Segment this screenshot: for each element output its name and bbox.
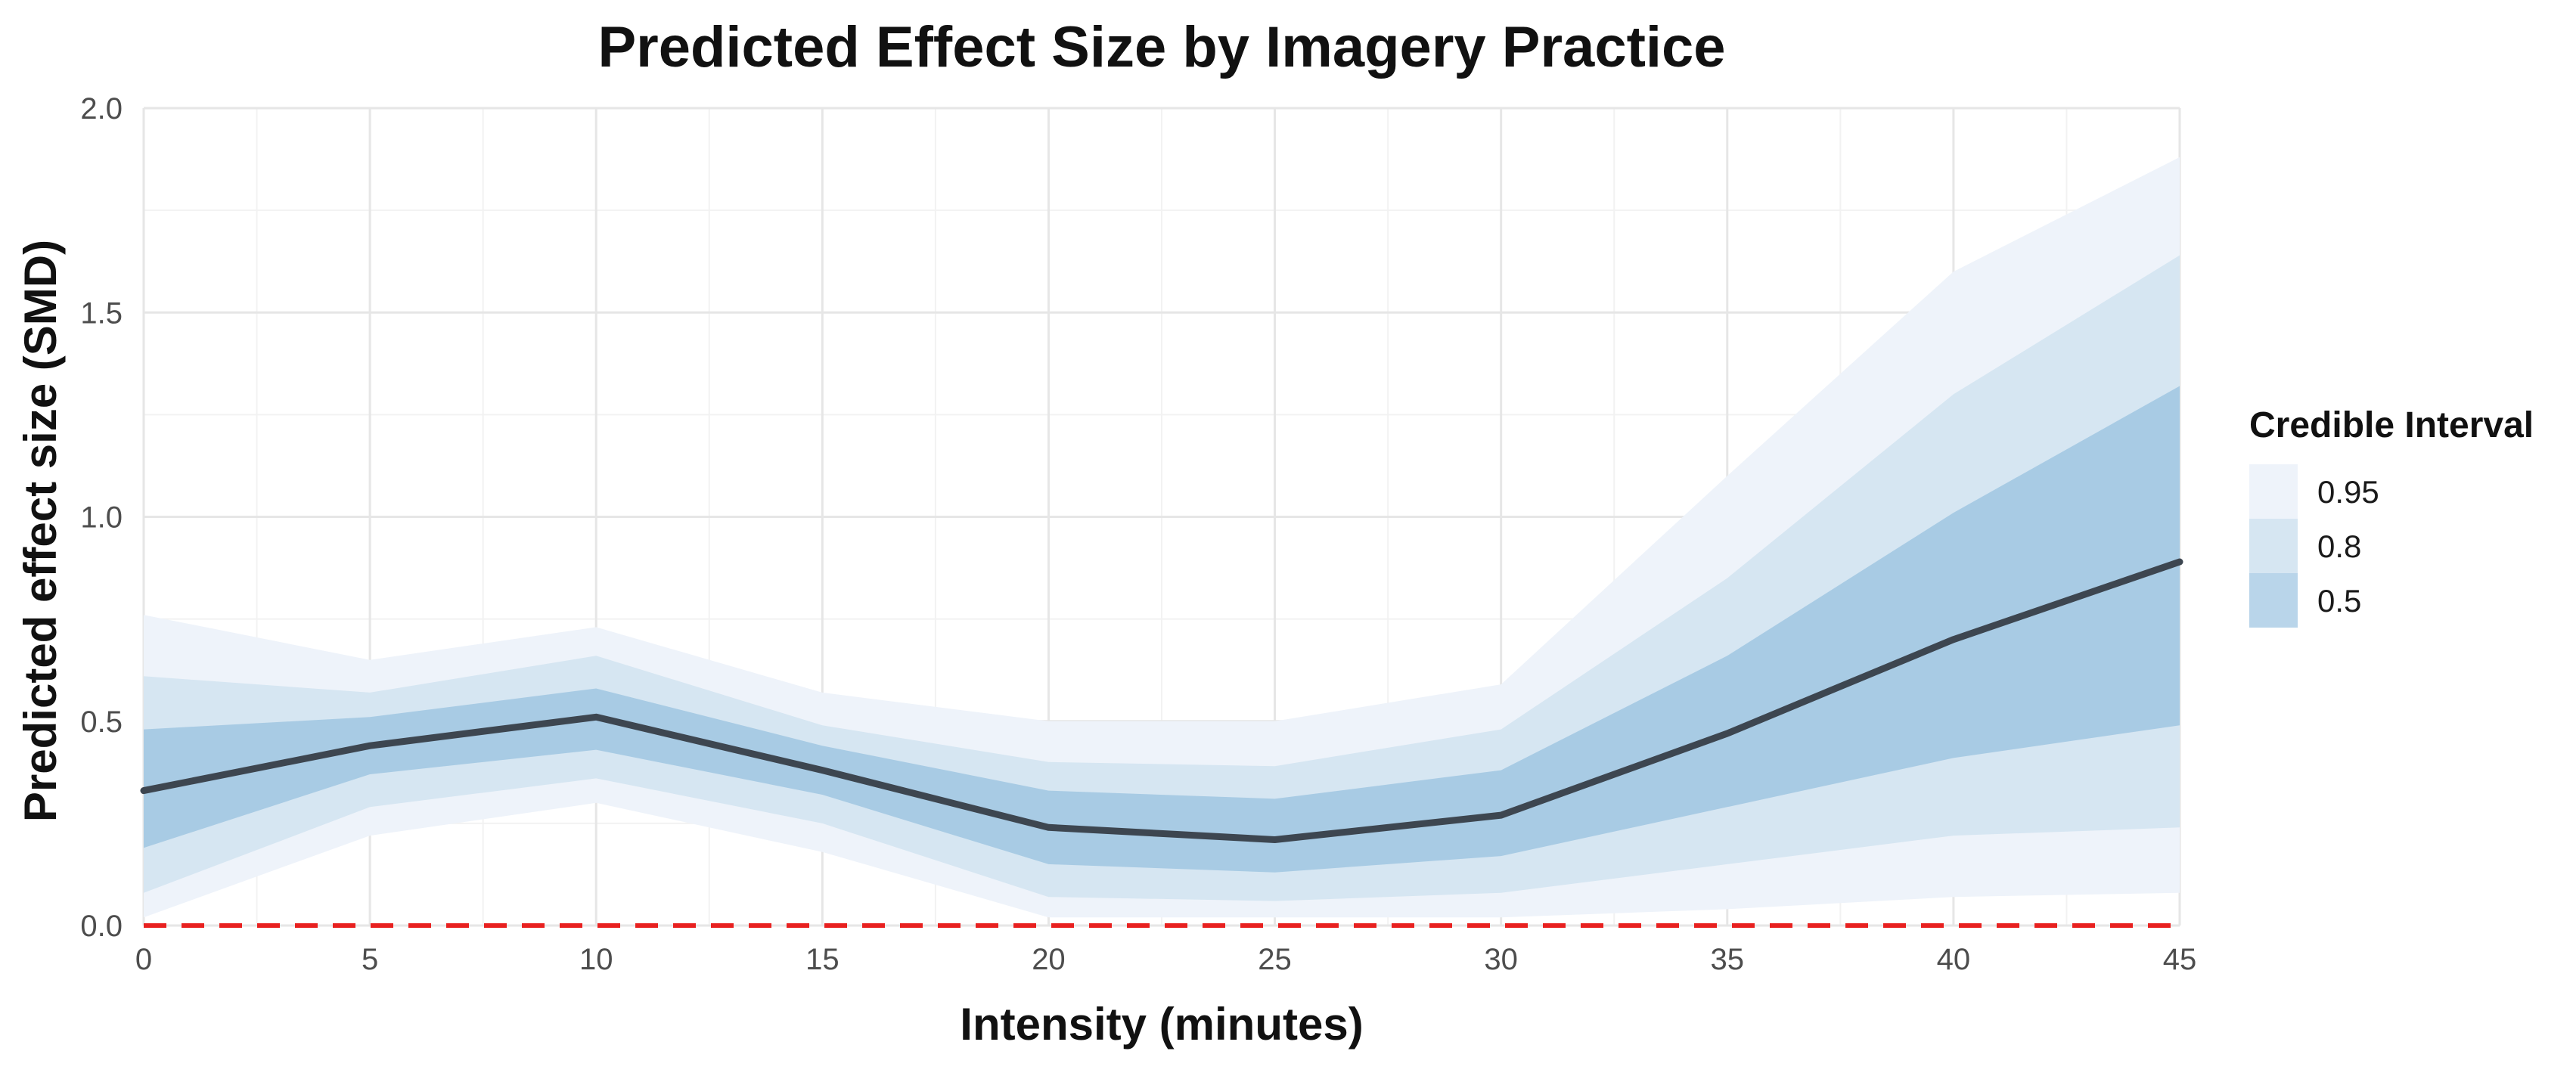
median-line: [140, 558, 2183, 843]
legend-title: Credible Interval: [2249, 405, 2534, 445]
x-tick-label: 30: [1484, 943, 1518, 976]
median-line-group: [140, 558, 2183, 843]
legend-entries: 0.95 0.8 0.5: [2249, 464, 2379, 628]
legend-key-0-5: [2249, 573, 2298, 628]
legend-key-0-8: [2249, 519, 2298, 573]
x-tick-label: 20: [1032, 943, 1066, 976]
legend: Credible Interval 0.95 0.8 0.5: [2249, 405, 2534, 628]
x-tick-label: 0: [135, 943, 152, 976]
x-axis-title: Intensity (minutes): [960, 999, 1363, 1050]
x-axis-tick-labels: 0 5 10 15 20 25 30 35 40 45: [135, 943, 2196, 976]
legend-label-0-8: 0.8: [2317, 529, 2361, 564]
x-tick-label: 5: [362, 943, 378, 976]
legend-label-0-95: 0.95: [2317, 474, 2379, 510]
y-tick-label: 1.5: [80, 296, 123, 330]
x-tick-label: 10: [579, 943, 613, 976]
legend-key-0-95: [2249, 464, 2298, 519]
x-tick-label: 15: [805, 943, 840, 976]
x-tick-label: 45: [2163, 943, 2197, 976]
y-axis-tick-labels: 0.0 0.5 1.0 1.5 2.0: [80, 92, 123, 943]
y-tick-label: 0.0: [80, 910, 123, 943]
x-tick-label: 40: [1937, 943, 1971, 976]
x-tick-label: 25: [1258, 943, 1292, 976]
y-tick-label: 2.0: [80, 92, 123, 126]
y-tick-label: 0.5: [80, 705, 123, 739]
y-axis-title: Predicted effect size (SMD): [15, 240, 66, 822]
y-tick-label: 1.0: [80, 501, 123, 535]
x-tick-label: 35: [1711, 943, 1745, 976]
chart-title: Predicted Effect Size by Imagery Practic…: [597, 15, 1725, 79]
legend-label-0-5: 0.5: [2317, 583, 2361, 619]
